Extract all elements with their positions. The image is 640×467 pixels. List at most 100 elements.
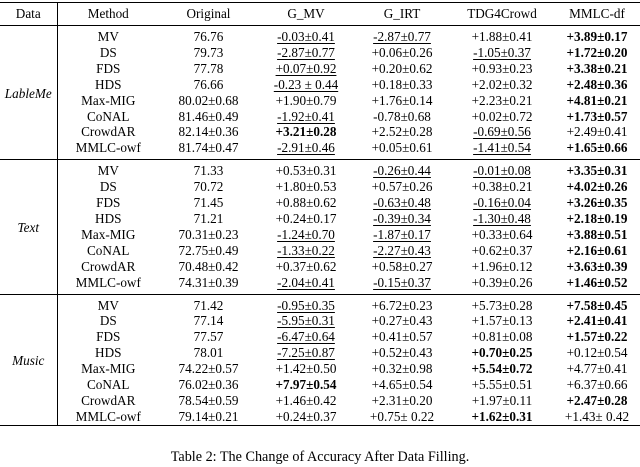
cell-value: -1.33±0.22 [277, 242, 335, 258]
cell-tdg4crowd: -0.16±0.04 [450, 195, 554, 211]
cell-value: +1.43± 0.42 [564, 408, 630, 424]
cell-tdg4crowd: -0.69±0.56 [450, 124, 554, 140]
cell-tdg4crowd: +1.88±0.41 [450, 26, 554, 45]
cell-value: 74.22±0.57 [178, 361, 239, 377]
cell-value: +0.07±0.92 [275, 60, 337, 76]
header-g-mv: G_MV [287, 6, 325, 21]
method-cell: FDS [96, 60, 121, 76]
cell-mmlc-df: +2.48±0.36 [554, 77, 640, 93]
cell-value: 76.02±0.36 [178, 377, 239, 393]
method-cell: Max-MIG [81, 226, 136, 242]
cell-value: +1.73±0.57 [566, 108, 628, 124]
cell-original: 71.45 [159, 195, 258, 211]
cell-original: 71.21 [159, 211, 258, 227]
cell-mmlc-df: +3.63±0.39 [554, 259, 640, 275]
cell-tdg4crowd: +2.23±0.21 [450, 93, 554, 109]
cell-original: 76.76 [159, 26, 258, 45]
cell-value: +0.53±0.31 [275, 163, 337, 179]
header-tdg4crowd: TDG4Crowd [467, 6, 537, 21]
method-cell: Max-MIG [81, 92, 136, 108]
table-row: MMLC-owf 79.14±0.21 +0.24±0.37 +0.75± 0.22 +… [0, 408, 640, 426]
table-row: DS 79.73 -2.87±0.77 +0.06±0.26 -1.05±0.37 +1.… [0, 45, 640, 61]
cell-g-irt: -0.15±0.37 [354, 275, 450, 294]
cell-original: 71.42 [159, 294, 258, 313]
cell-value: -1.30±0.48 [473, 210, 531, 226]
table-row: Music MV 71.42 -0.95±0.35 +6.72±0.23 +5.73±0.… [0, 294, 640, 426]
cell-value: +7.97±0.54 [275, 377, 337, 393]
cell-g-irt: +0.52±0.43 [354, 345, 450, 361]
cell-g-irt: +2.52±0.28 [354, 124, 450, 140]
cell-g-irt: +0.06±0.26 [354, 45, 450, 61]
cell-g-mv: -0.23 ± 0.44 [258, 77, 354, 93]
cell-g-mv: +1.90±0.79 [258, 93, 354, 109]
cell-value: 70.31±0.23 [178, 226, 239, 242]
method-cell: FDS [96, 195, 121, 211]
cell-value: +4.77±0.41 [566, 361, 628, 377]
cell-g-irt: -1.87±0.17 [354, 227, 450, 243]
cell-value: +1.97±0.11 [471, 392, 533, 408]
table-row: Text MV 71.33 +0.53±0.31 -0.26±0.44 -0.01±0.0… [0, 159, 640, 294]
cell-mmlc-df: +4.77±0.41 [554, 361, 640, 377]
cell-original: 70.31±0.23 [159, 227, 258, 243]
cell-original: 79.73 [159, 45, 258, 61]
cell-value: +0.70±0.25 [471, 345, 533, 361]
cell-mmlc-df: +0.12±0.54 [554, 345, 640, 361]
cell-value: +2.31±0.20 [371, 392, 433, 408]
cell-tdg4crowd: +0.70±0.25 [450, 345, 554, 361]
cell-value: +0.58±0.27 [371, 258, 433, 274]
cell-value: 70.48±0.42 [178, 258, 239, 274]
cell-g-irt: -0.63±0.48 [354, 195, 450, 211]
cell-value: -2.91±0.46 [277, 140, 335, 156]
method-cell: HDS [95, 345, 122, 361]
cell-g-mv: -2.04±0.41 [258, 275, 354, 294]
table-row: HDS 71.21 +0.24±0.17 -0.39±0.34 -1.30±0.48 +2… [0, 211, 640, 227]
cell-value: +2.41±0.41 [566, 313, 628, 329]
cell-g-mv: +7.97±0.54 [258, 377, 354, 393]
cell-original: 76.02±0.36 [159, 377, 258, 393]
cell-original: 82.14±0.36 [159, 124, 258, 140]
cell-value: -7.25±0.87 [277, 345, 335, 361]
table-row: CrowdAR 82.14±0.36 +3.21±0.28 +2.52±0.28 -0.… [0, 124, 640, 140]
cell-value: 77.14 [193, 313, 224, 329]
cell-value: -2.87±0.77 [373, 29, 431, 44]
method-cell: MMLC-owf [75, 408, 141, 424]
cell-value: +0.81±0.08 [471, 329, 533, 345]
cell-value: 81.74±0.47 [178, 140, 239, 156]
cell-value: 79.14±0.21 [178, 408, 239, 424]
cell-value: 81.46±0.49 [178, 108, 239, 124]
cell-value: +5.54±0.72 [471, 361, 533, 377]
cell-g-mv: -1.33±0.22 [258, 243, 354, 259]
cell-value: +3.88±0.51 [566, 226, 628, 242]
table-row: FDS 77.57 -6.47±0.64 +0.41±0.57 +0.81±0.08 +1… [0, 329, 640, 345]
cell-value: 74.31±0.39 [178, 274, 239, 290]
method-cell: MMLC-owf [75, 140, 141, 156]
cell-value: -0.39±0.34 [373, 210, 431, 226]
cell-value: +2.23±0.21 [471, 92, 533, 108]
table-row: HDS 78.01 -7.25±0.87 +0.52±0.43 +0.70±0.25 +0… [0, 345, 640, 361]
cell-value: +1.46±0.42 [275, 392, 337, 408]
cell-value: -0.23 ± 0.44 [273, 76, 339, 92]
method-cell: CrowdAR [81, 124, 136, 140]
cell-tdg4crowd: +5.54±0.72 [450, 361, 554, 377]
cell-tdg4crowd: +1.57±0.13 [450, 313, 554, 329]
method-cell: MV [97, 163, 119, 179]
cell-value: -1.92±0.41 [277, 108, 335, 124]
cell-g-irt: +6.72±0.23 [354, 294, 450, 313]
method-cell: CrowdAR [81, 392, 136, 408]
cell-mmlc-df: +2.41±0.41 [554, 313, 640, 329]
cell-g-mv: -5.95±0.31 [258, 313, 354, 329]
cell-value: +3.63±0.39 [566, 258, 628, 274]
cell-value: +1.90±0.79 [275, 92, 337, 108]
dataset-label: Text [0, 159, 58, 294]
method-cell: CoNAL [87, 242, 130, 258]
cell-original: 77.57 [159, 329, 258, 345]
cell-value: 80.02±0.68 [178, 92, 239, 108]
cell-value: +0.37±0.62 [275, 258, 337, 274]
cell-value: +2.49±0.41 [566, 124, 628, 140]
cell-g-mv: +0.88±0.62 [258, 195, 354, 211]
method-cell: MV [97, 297, 119, 313]
cell-mmlc-df: +7.58±0.45 [554, 294, 640, 313]
cell-g-irt: +0.41±0.57 [354, 329, 450, 345]
table-body: LableMe MV 76.76 -0.03±0.41 -2.87±0.77 +1.88±… [0, 25, 640, 426]
